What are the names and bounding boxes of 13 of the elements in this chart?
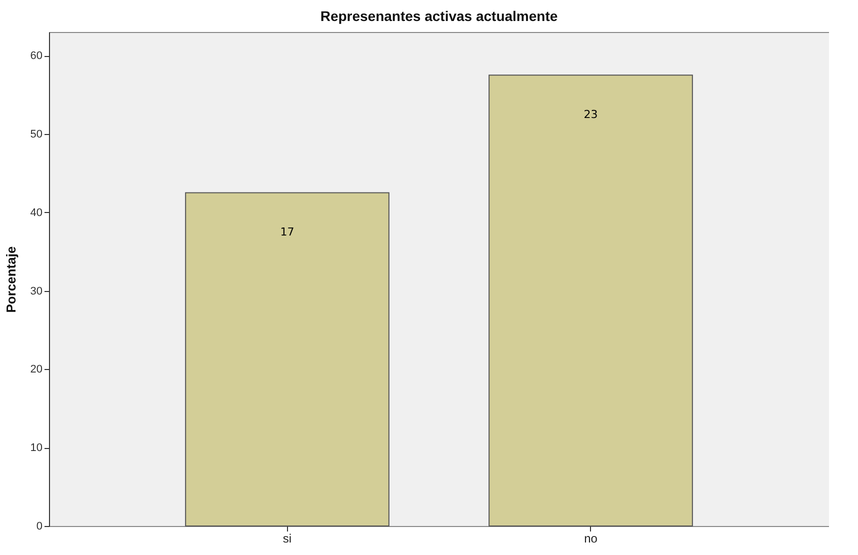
y-tick-label: 60 [30,50,42,62]
y-axis-title: Porcentaje [3,246,18,313]
annotation: 17 [280,226,294,239]
annotation: 23 [584,108,598,122]
y-tick-label: 0 [36,520,42,532]
y-tick-label: 30 [30,285,42,298]
y-tick-label: 50 [30,128,42,140]
x-tick-label: no [584,532,598,546]
x-tick-label: si [282,532,292,546]
chart-title: Represenantes activas actualmente [320,8,558,24]
y-tick-label: 10 [30,442,42,454]
y-tick-label: 20 [30,364,42,376]
y-tick-label: 40 [30,206,42,219]
